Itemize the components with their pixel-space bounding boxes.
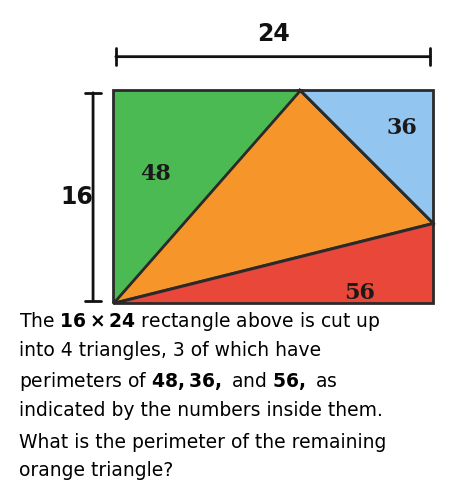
Text: The $\bf{16 \times 24}$ rectangle above is cut up
into 4 triangles, 3 of which h: The $\bf{16 \times 24}$ rectangle above … bbox=[19, 310, 383, 420]
Text: What is the perimeter of the remaining
orange triangle?: What is the perimeter of the remaining o… bbox=[19, 434, 386, 480]
Polygon shape bbox=[113, 90, 300, 304]
Polygon shape bbox=[300, 90, 433, 224]
Text: 56: 56 bbox=[344, 282, 375, 304]
Text: 16: 16 bbox=[61, 184, 94, 208]
Text: 24: 24 bbox=[257, 22, 289, 46]
Polygon shape bbox=[113, 90, 433, 304]
Text: 36: 36 bbox=[386, 117, 417, 139]
Polygon shape bbox=[113, 224, 433, 304]
Text: 48: 48 bbox=[140, 164, 171, 186]
